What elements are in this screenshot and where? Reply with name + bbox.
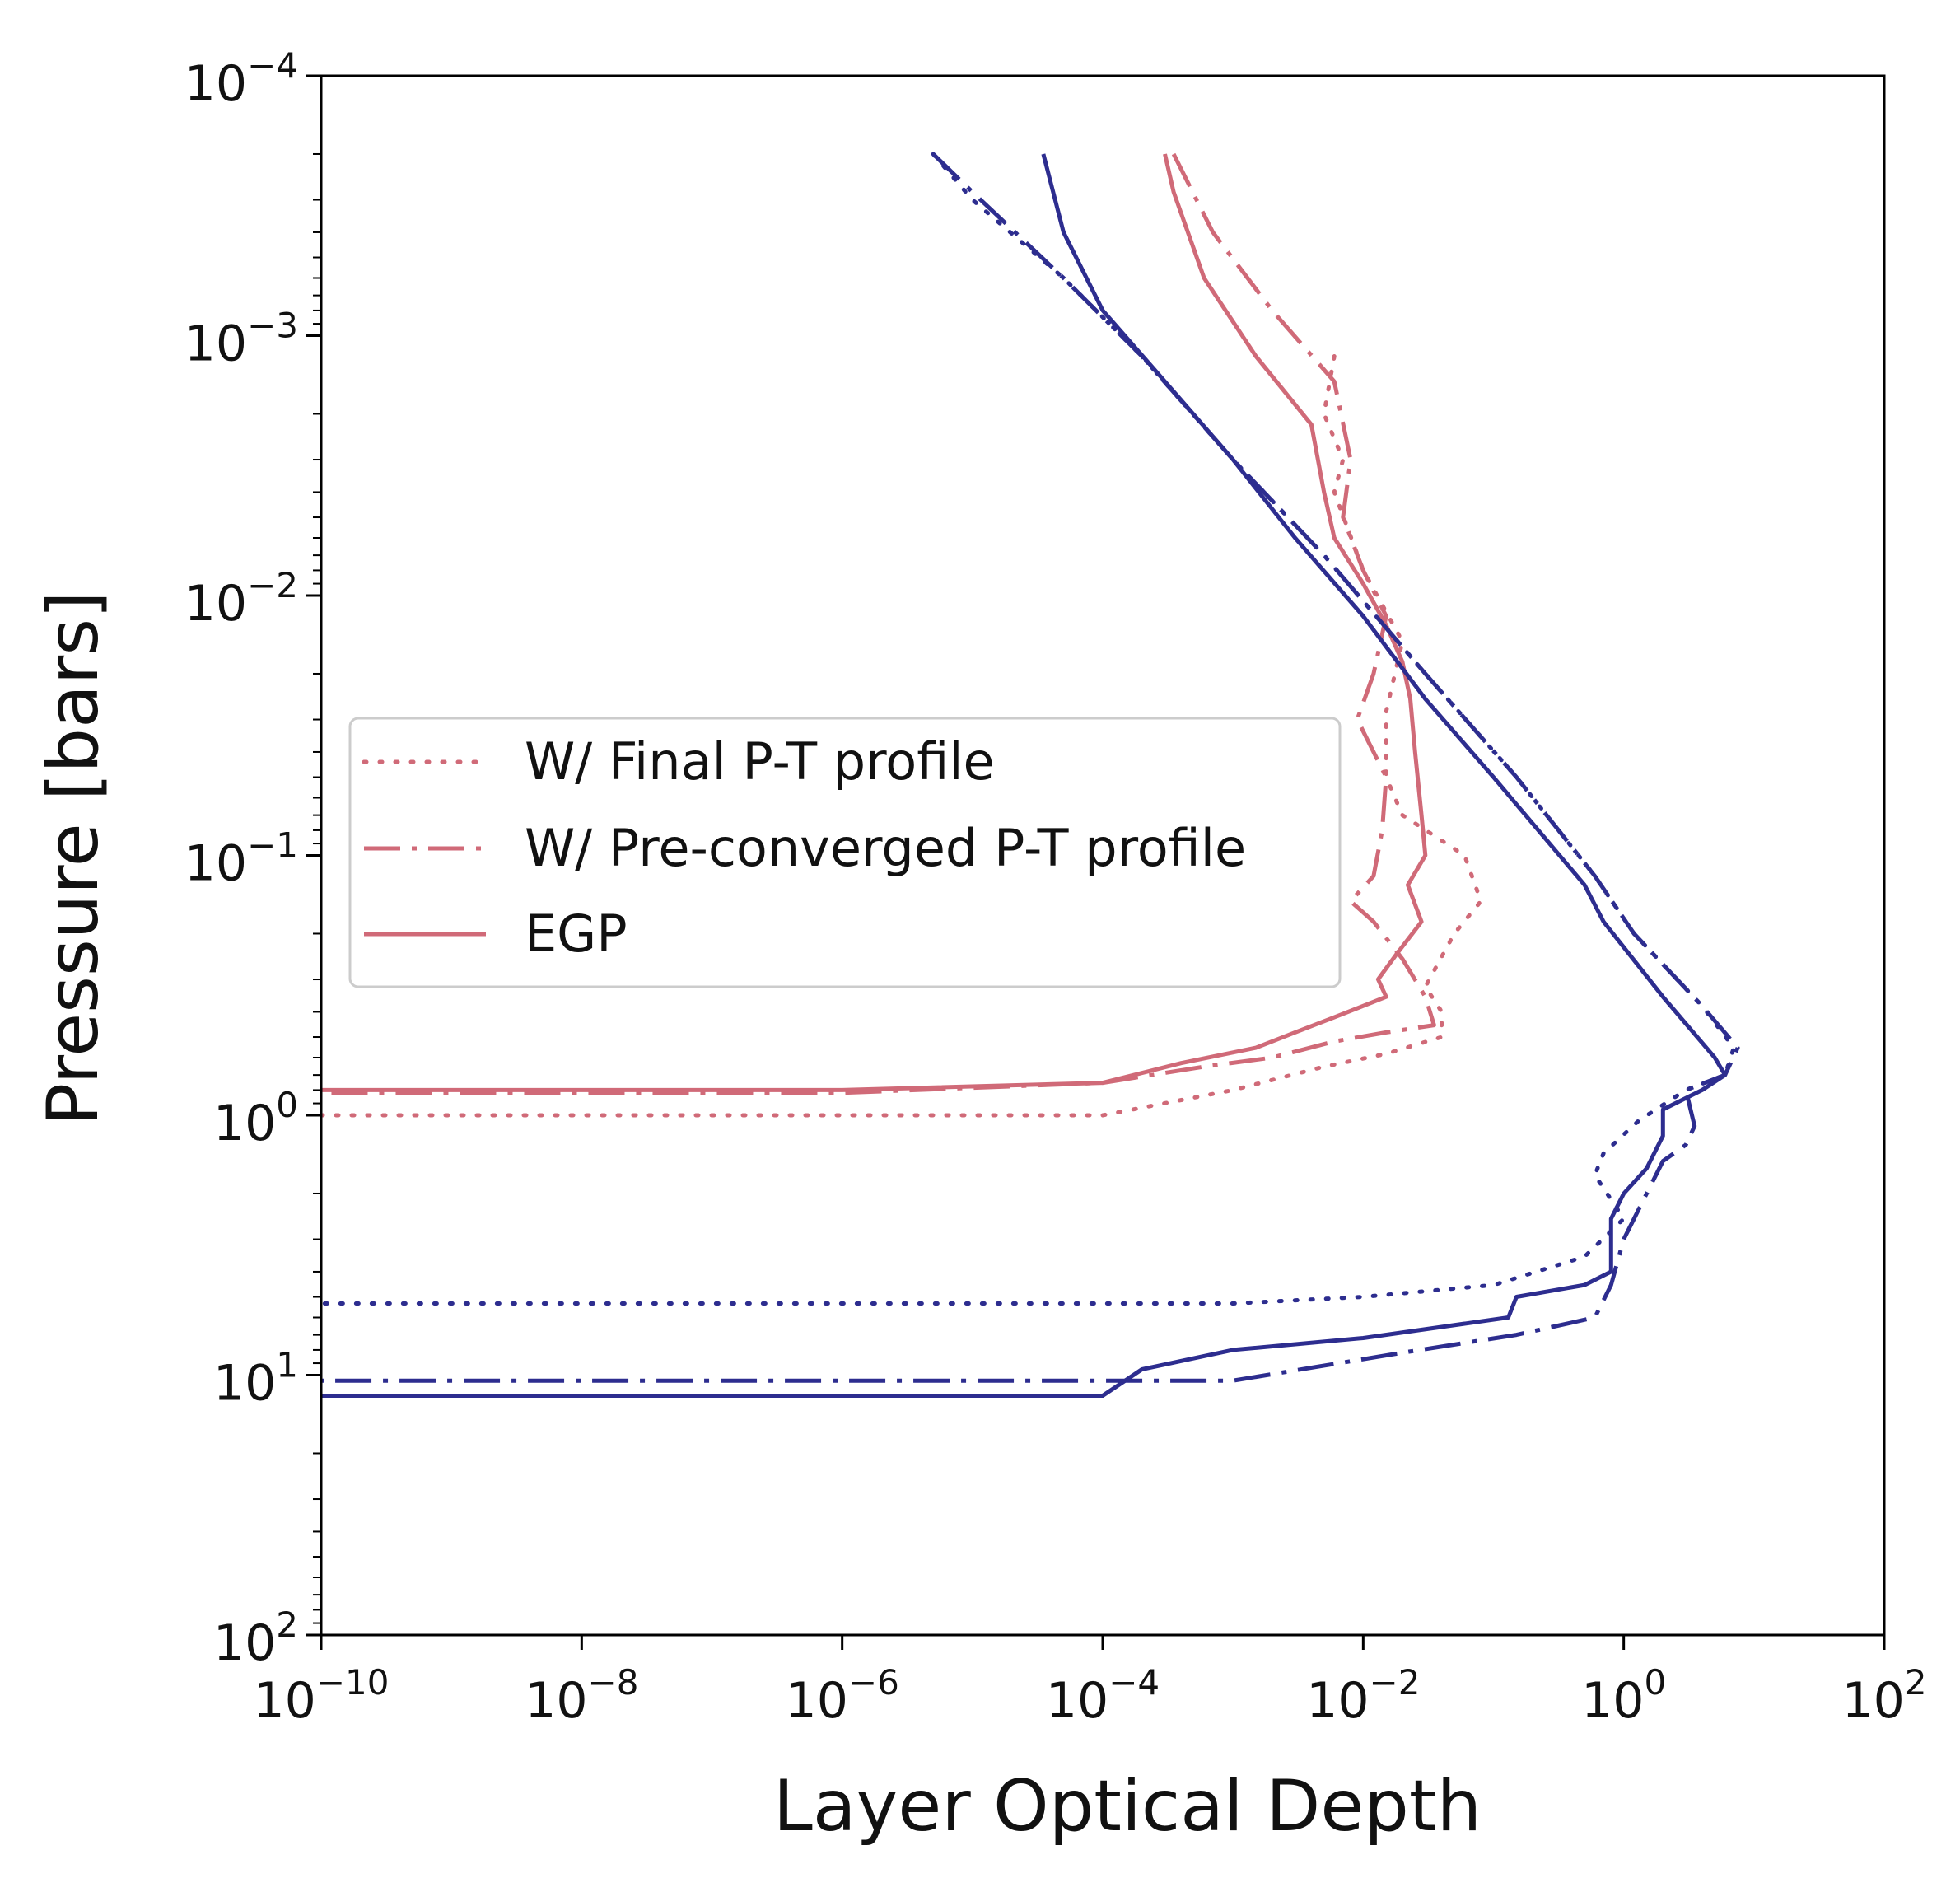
x-tick-label: 10−2: [1306, 1662, 1420, 1730]
y-tick-label: 101: [213, 1345, 298, 1413]
plot-frame: [320, 74, 1886, 1637]
y-tick-label: 10−4: [184, 45, 298, 113]
y-tick-label: 100: [213, 1085, 298, 1152]
ticks-layer: 10−10 10−8 10−6 10−4 10−2 100 102 10−4 10−3 10−2 1…: [184, 45, 1927, 1730]
x-tick-label: 10−4: [1046, 1662, 1160, 1730]
legend-label-final: W/ Final P-T profile: [525, 731, 995, 792]
x-axis-label: Layer Optical Depth: [773, 1765, 1482, 1848]
legend-label-preconverged: W/ Pre-converged P-T profile: [525, 818, 1246, 878]
legend: W/ Final P-T profile W/ Pre-converged P-…: [348, 717, 1342, 988]
series-layer: [319, 152, 1740, 1398]
y-axis-label: Pressure [bars]: [32, 591, 114, 1125]
legend-label-egp: EGP: [525, 904, 628, 964]
series-line-red-dashdot: [321, 152, 1436, 1096]
x-tick-label: 102: [1841, 1662, 1926, 1730]
series-line-blue-solid: [321, 153, 1728, 1398]
series-line-blue-dashdot: [321, 152, 1740, 1383]
legend-box: [348, 717, 1342, 988]
x-tick-label: 10−10: [254, 1662, 390, 1730]
x-tick-label: 100: [1581, 1662, 1666, 1730]
y-tick-label: 10−2: [184, 565, 298, 633]
x-tick-label: 10−8: [525, 1662, 638, 1730]
y-tick-label: 102: [213, 1605, 298, 1672]
y-tick-label: 10−1: [184, 825, 298, 893]
series-line-red-solid: [321, 153, 1428, 1092]
y-tick-label: 10−3: [184, 306, 298, 373]
x-tick-label: 10−6: [786, 1662, 899, 1730]
